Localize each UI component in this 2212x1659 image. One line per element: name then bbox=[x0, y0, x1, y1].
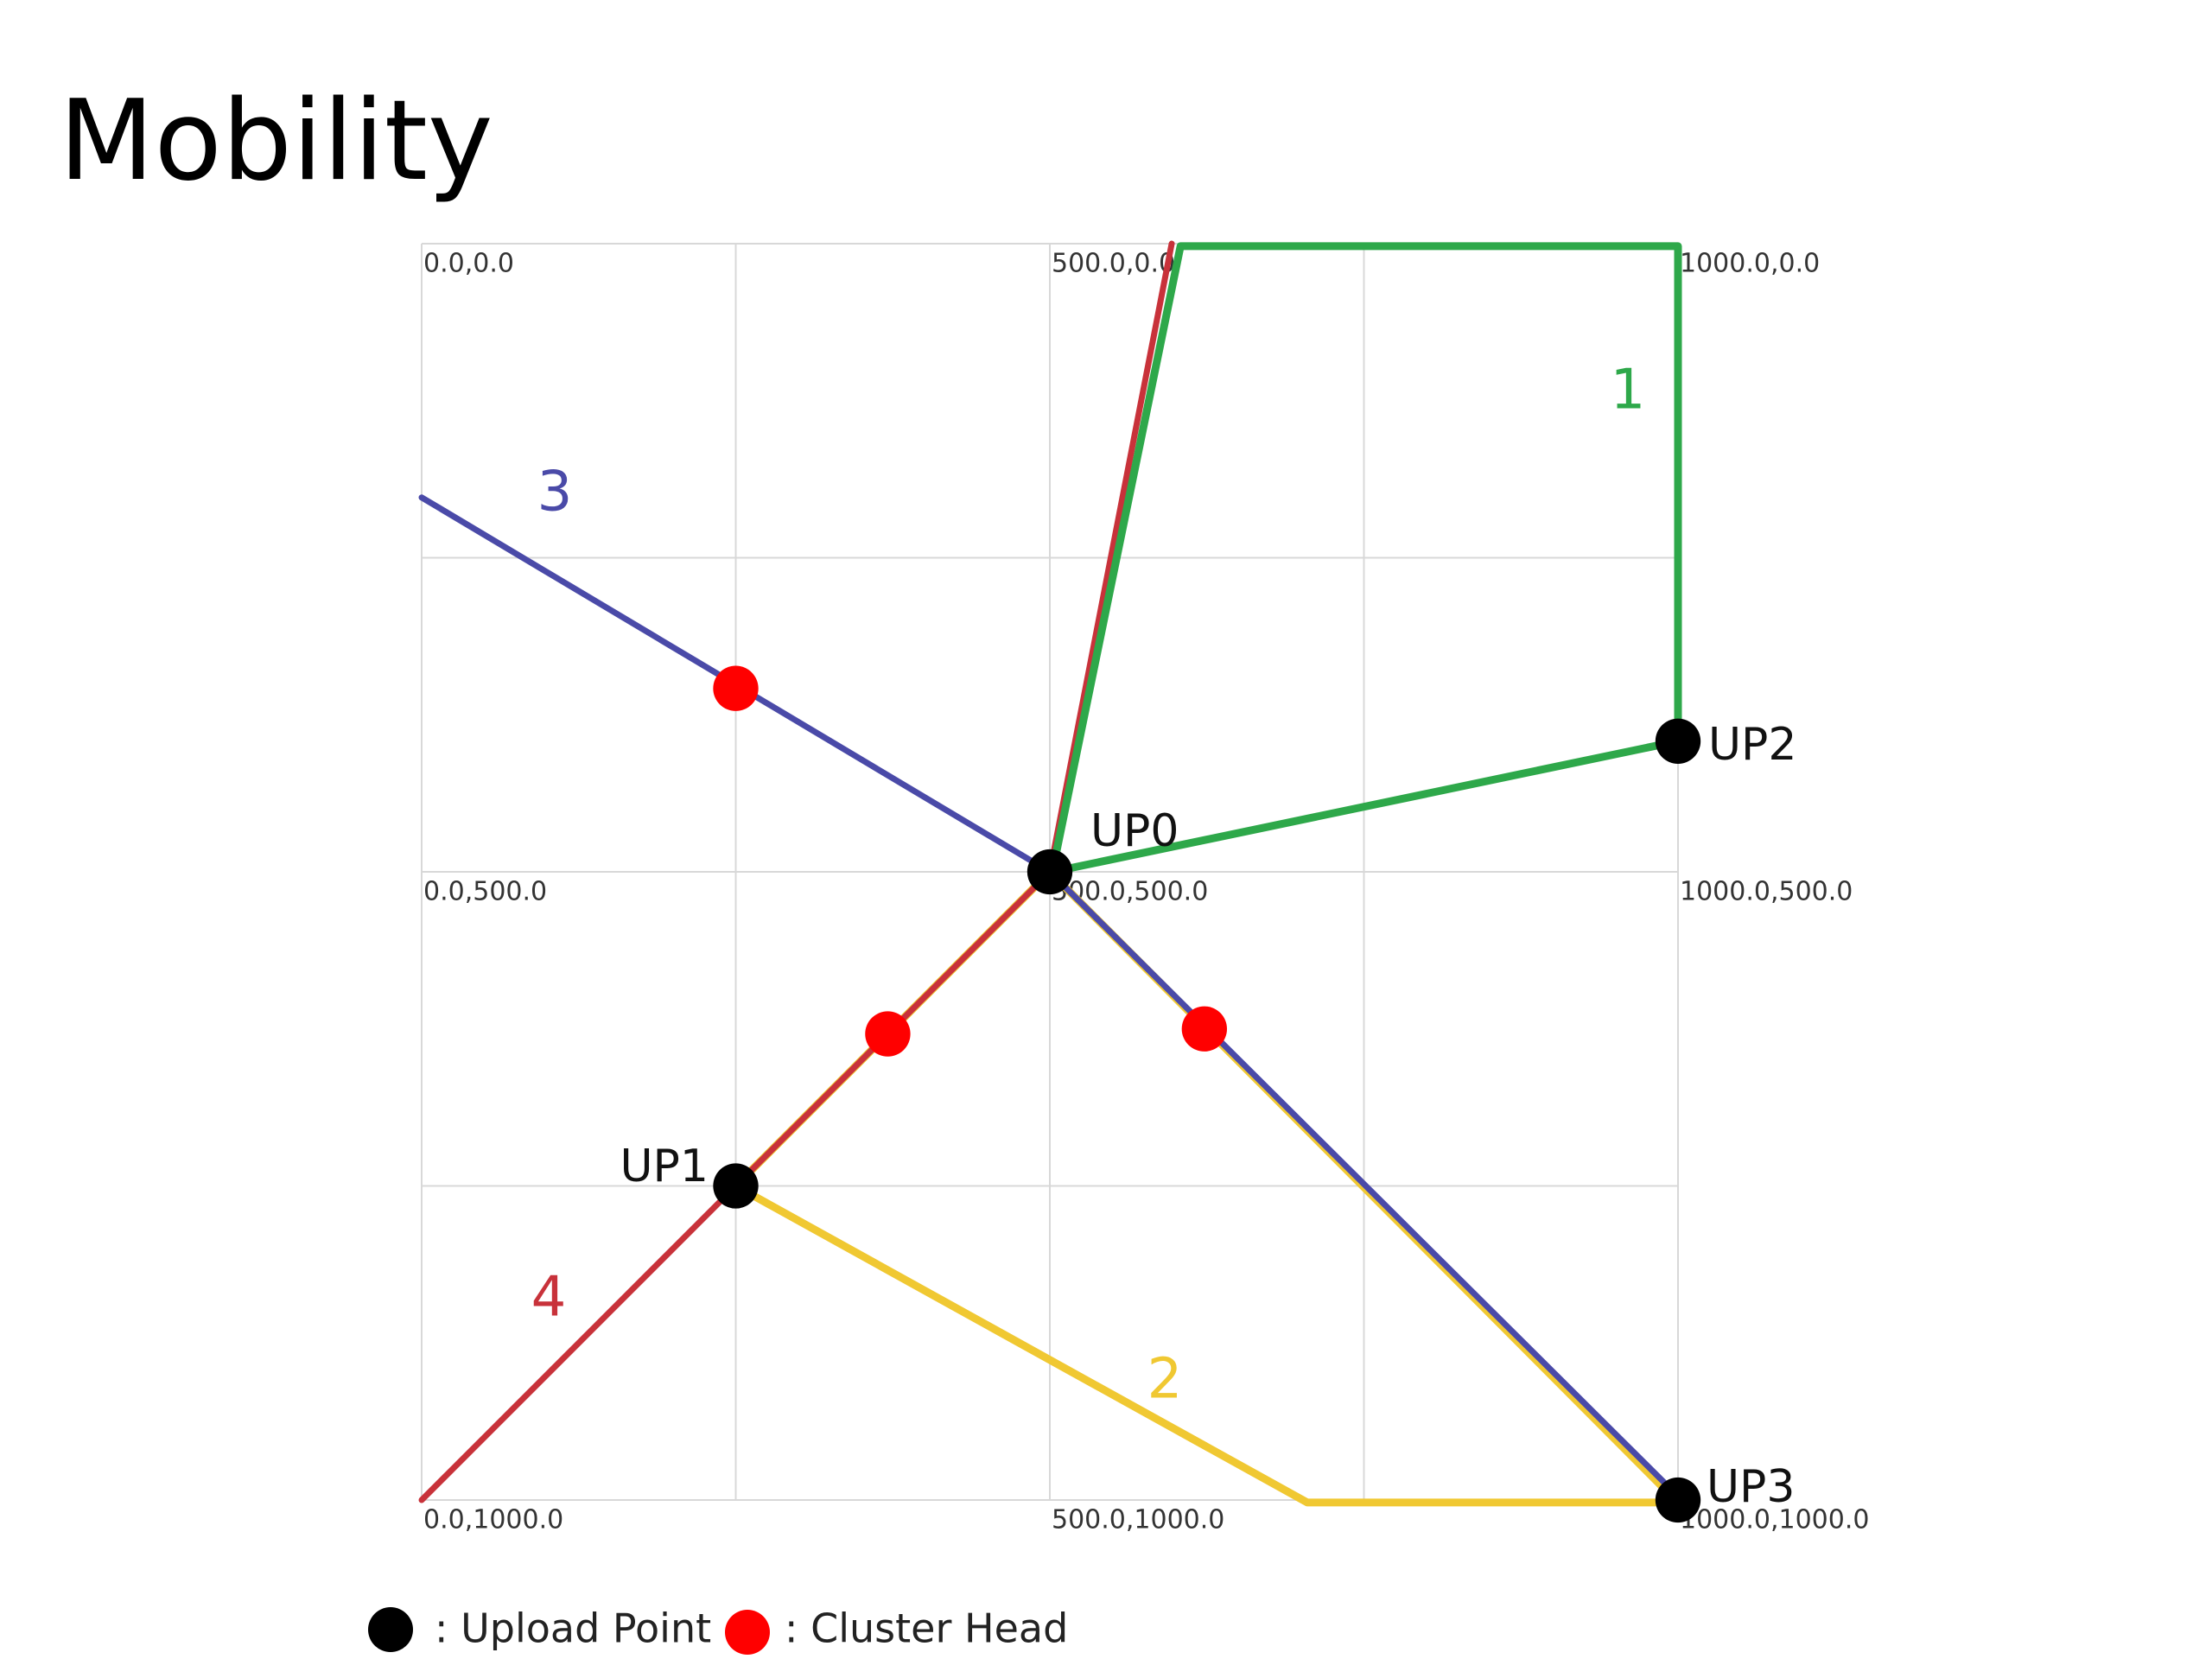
grid-label: 1000.0,500.0 bbox=[1680, 877, 1853, 907]
upload-point-label: UP1 bbox=[620, 1141, 709, 1192]
routes bbox=[422, 244, 1701, 1523]
grid-label: 500.0,1000.0 bbox=[1052, 1505, 1224, 1535]
grid-label: 0.0,1000.0 bbox=[423, 1505, 563, 1535]
legend-marker bbox=[725, 1610, 770, 1655]
legend-label: : Upload Point bbox=[435, 1605, 711, 1652]
legend-label: : Cluster Head bbox=[785, 1605, 1068, 1652]
grid-label: 1000.0,1000.0 bbox=[1680, 1505, 1869, 1535]
upload-point bbox=[1655, 1477, 1701, 1523]
grid-label: 0.0,0.0 bbox=[423, 249, 514, 279]
cluster-head bbox=[713, 665, 759, 711]
route-label: 2 bbox=[1147, 1348, 1183, 1412]
route-2 bbox=[736, 872, 1679, 1503]
upload-point bbox=[1655, 718, 1701, 764]
grid-label: 0.0,500.0 bbox=[423, 877, 547, 907]
upload-point-label: UP0 bbox=[1090, 805, 1179, 857]
grid-label: 1000.0,0.0 bbox=[1680, 249, 1820, 279]
slide-title: Mobility bbox=[59, 77, 493, 206]
grid-label: 500.0,0.0 bbox=[1052, 249, 1175, 279]
legend-marker bbox=[368, 1607, 413, 1652]
cluster-head bbox=[1181, 1006, 1228, 1052]
upload-point-label: UP2 bbox=[1708, 719, 1797, 771]
route-label: 1 bbox=[1611, 359, 1646, 423]
upload-point bbox=[713, 1163, 759, 1209]
upload-point-label: UP3 bbox=[1707, 1461, 1796, 1513]
route-label: 3 bbox=[537, 461, 573, 524]
upload-point bbox=[1027, 849, 1073, 895]
route-label: 4 bbox=[531, 1266, 567, 1330]
cluster-head bbox=[865, 1011, 911, 1057]
route-1 bbox=[1052, 246, 1678, 872]
grid bbox=[421, 243, 1679, 1501]
